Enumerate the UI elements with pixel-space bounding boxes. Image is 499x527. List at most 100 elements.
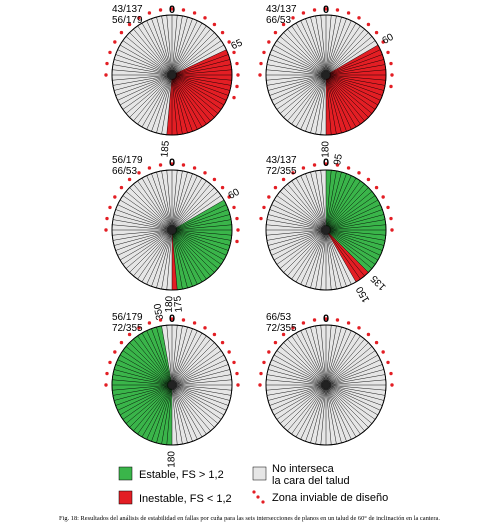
panel-3-radial-line [112,219,173,231]
panel-5-radial-line [171,384,225,416]
panel-2-radial-line [325,15,332,76]
legend-no-intersect-label-line2: la cara del talud [272,475,350,487]
panel-5-inviable-dot [108,360,112,365]
panel-1-inviable-dot [203,16,207,20]
panel-3-radial-line [166,170,173,231]
panel-4-radial-line [266,219,327,231]
panel-2-radial-line [276,74,327,110]
panel-6-net-outline [265,324,387,446]
panel-4-sector-stable-1 [326,170,387,273]
panel-1-angle-label-1: 65 [230,37,245,52]
panel-6-radial-line [325,384,369,428]
panel-5-radial-line [171,384,193,442]
panel-4-radial-line [295,177,327,231]
panel-3-radial-line [171,229,211,277]
panel-2-radial-line [325,16,342,76]
figure-caption: Fig. 18: Resultados del análisis de esta… [59,515,440,522]
panel-5-center-hub [168,381,176,389]
panel-5-radial-line [171,384,232,396]
panel-3-inviable-dot [212,177,217,182]
panel-5-net-outline [111,324,233,446]
panel-3-radial-line [122,229,173,265]
panel-6-radial-line [269,364,327,386]
panel-6-inviable-dot [259,371,263,376]
panel-6-radial-line [310,326,327,386]
panel-3-radial-line [119,199,173,231]
panel-3-radial-line [156,171,173,231]
panel-1-north-label: 0 [169,4,175,16]
panel-3-north-label: 0 [169,157,175,169]
panel-6-radial-line [325,384,379,416]
panel-4-radial-line [305,173,327,231]
panel-5-radial-line [171,359,227,386]
panel-4-radial-line [291,180,327,231]
panel-5-radial-line [115,384,173,406]
panel-4-radial-line [325,171,342,231]
panel-1-radial-line [141,22,173,76]
panel-6-inviable-dot [389,371,393,376]
panel-4-radial-line [310,171,327,231]
panel-2-radial-line [325,74,332,135]
panel-4-radial-line [325,191,373,231]
panel-1-radial-line [119,74,173,106]
panel-2-label-line2: 66/53 [266,15,291,26]
panel-5-radial-line [171,330,198,386]
panel-5-inviable-dot [105,371,109,376]
panel-3-radial-line [115,229,173,251]
panel-1-inviable-dot [232,95,236,100]
panel-5-inviable-dot [147,321,152,325]
panel-5-inviable-dot [227,350,231,354]
panel-1-radial-line [171,74,203,128]
panel-2-radial-line [279,36,327,76]
panel-5-radial-line [146,384,173,440]
panel-5-inviable-dot [192,321,197,325]
panel-3-radial-line [137,229,173,280]
panel-1-inviable-dot [181,8,186,12]
panel-3-radial-line [171,229,178,290]
panel-5-radial-line [171,325,183,386]
panel-5-radial-line [171,346,219,386]
panel-3-inviable-dot [113,195,117,199]
panel-4-radial-line [325,229,365,277]
panel-4-radial-line [276,195,327,231]
panel-3-radial-line [171,229,232,241]
panel-2-radial-line [325,74,347,132]
panel-5-radial-line [171,384,188,444]
panel-2-radial-line [325,74,342,134]
panel-3-label-line2: 66/53 [112,166,137,177]
panel-5-radial-line [171,384,178,445]
panel-1-radial-line [171,64,232,76]
panel-4-radial-line [320,170,327,231]
panel-1-radial-line [112,64,173,76]
stereonet-panel-2: 60 180 43/137 66/53 0 [258,4,396,158]
panel-2-radial-line [266,64,327,76]
panel-5-radial-line [113,369,173,386]
panel-2-inviable-dot [312,8,317,12]
panel-5-inviable-dot [137,326,141,330]
panel-2-radial-line [266,69,327,76]
panel-1-radial-line [171,44,225,76]
panel-4-radial-line [325,229,386,241]
panel-5-sector-stable-1 [111,325,172,445]
legend-unstable-swatch [118,490,133,505]
panel-5-radial-line [171,325,178,386]
panel-1-radial-line [112,69,173,76]
panel-2-radial-line [325,69,386,76]
panel-3-radial-line [171,229,203,283]
panel-1-radial-line [133,74,173,122]
panel-5-radial-line [156,326,173,386]
panel-6-radial-line [276,384,327,420]
panel-3-angle-label-2: 175 [172,295,184,313]
panel-6-radial-line [279,384,327,424]
panel-3-inviable-dot [232,205,236,210]
panel-3-radial-line [125,229,173,269]
panel-5-radial-line [171,379,232,386]
panel-3-radial-line [115,209,173,231]
panel-2-radial-line [325,25,361,76]
panel-6-radial-line [325,332,357,386]
panel-6-radial-line [325,384,352,440]
panel-6-radial-line [283,342,327,386]
panel-6-radial-line [325,384,376,420]
panel-6-radial-line [325,384,365,432]
